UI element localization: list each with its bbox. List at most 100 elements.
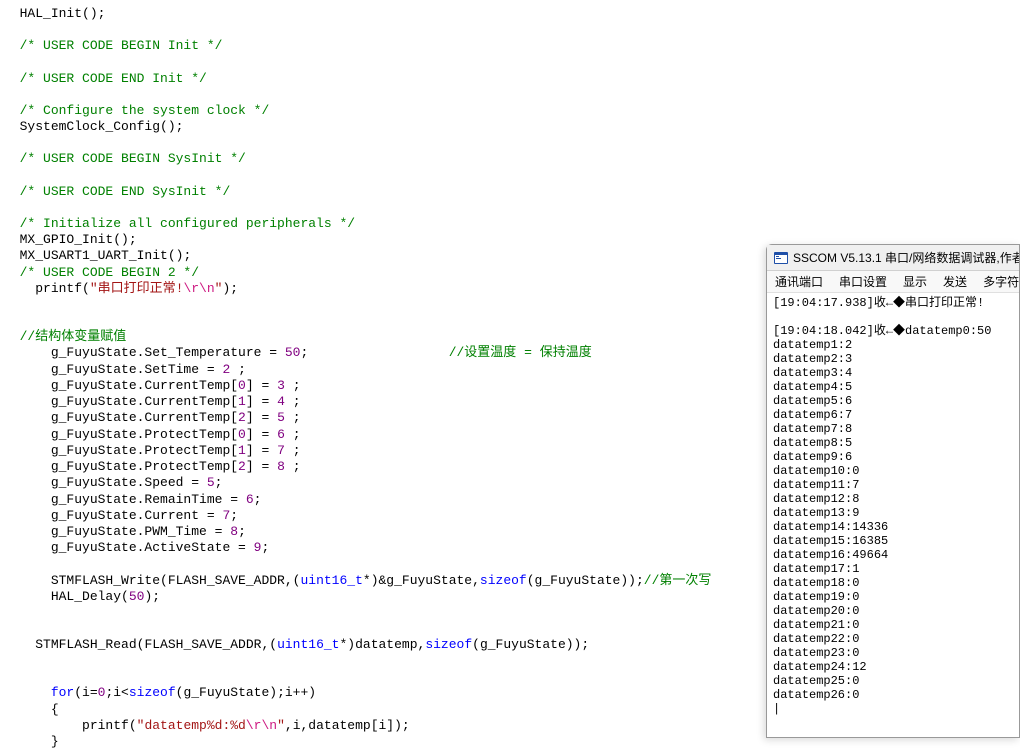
code-line[interactable]: /* USER CODE BEGIN 2 */ (4, 265, 756, 281)
menu-item[interactable]: 多字符串 (979, 273, 1019, 290)
code-token: 5 (277, 410, 285, 425)
code-token: 6 (246, 492, 254, 507)
code-line[interactable] (4, 200, 756, 216)
code-line[interactable] (4, 168, 756, 184)
terminal-output-line: [19:04:17.938]收←◆串口打印正常! (773, 297, 1013, 311)
code-line[interactable]: g_FuyuState.Speed = 5; (4, 475, 756, 491)
code-line[interactable]: g_FuyuState.RemainTime = 6; (4, 492, 756, 508)
code-line[interactable]: g_FuyuState.CurrentTemp[2] = 5 ; (4, 410, 756, 426)
code-line[interactable] (4, 557, 756, 573)
code-token: ; (285, 427, 301, 442)
code-line[interactable] (4, 87, 756, 103)
code-line[interactable]: /* USER CODE BEGIN SysInit */ (4, 151, 756, 167)
code-token: 50 (285, 345, 301, 360)
code-token: //第一次写 (644, 573, 712, 588)
terminal-output[interactable]: [19:04:17.938]收←◆串口打印正常![19:04:18.042]收←… (767, 293, 1019, 737)
code-token: MX_USART1_UART_Init (20, 248, 168, 263)
code-line[interactable]: /* USER CODE BEGIN Init */ (4, 38, 756, 54)
code-token: STMFLASH_Write (51, 573, 160, 588)
code-token: (); (160, 119, 183, 134)
code-line[interactable] (4, 55, 756, 71)
code-token: ; (254, 492, 262, 507)
code-line[interactable]: printf("串口打印正常!\r\n"); (4, 281, 756, 297)
code-line[interactable] (4, 22, 756, 38)
code-token: STMFLASH_Read (35, 637, 136, 652)
code-token: g_FuyuState.PWM_Time = (51, 524, 230, 539)
code-line[interactable] (4, 135, 756, 151)
code-line[interactable]: g_FuyuState.CurrentTemp[1] = 4 ; (4, 394, 756, 410)
code-token: *)datatemp, (340, 637, 426, 652)
code-line[interactable]: g_FuyuState.ProtectTemp[1] = 7 ; (4, 443, 756, 459)
code-line[interactable]: g_FuyuState.ProtectTemp[2] = 8 ; (4, 459, 756, 475)
code-line[interactable]: g_FuyuState.Current = 7; (4, 508, 756, 524)
code-line[interactable]: /* Initialize all configured peripherals… (4, 216, 756, 232)
code-line[interactable]: STMFLASH_Read(FLASH_SAVE_ADDR,(uint16_t*… (4, 637, 756, 653)
code-token: /* USER CODE END SysInit */ (20, 184, 231, 199)
code-line[interactable]: MX_GPIO_Init(); (4, 232, 756, 248)
code-editor-panel[interactable]: HAL_Init(); /* USER CODE BEGIN Init */ /… (0, 0, 760, 738)
code-token: (); (82, 6, 105, 21)
code-line[interactable] (4, 605, 756, 621)
terminal-output-line: datatemp25:0 (773, 675, 1013, 689)
menu-item[interactable]: 串口设置 (835, 273, 891, 290)
code-line[interactable]: SystemClock_Config(); (4, 119, 756, 135)
code-token: (g_FuyuState)); (472, 637, 589, 652)
code-token: uint16_t (277, 637, 339, 652)
menu-item[interactable]: 发送 (939, 273, 971, 290)
code-line[interactable]: { (4, 702, 756, 718)
code-token: g_FuyuState.CurrentTemp[ (51, 410, 238, 425)
terminal-output-line: | (773, 703, 1013, 717)
code-line[interactable]: g_FuyuState.SetTime = 2 ; (4, 362, 756, 378)
menu-item[interactable]: 显示 (899, 273, 931, 290)
code-line[interactable] (4, 669, 756, 685)
code-line[interactable]: g_FuyuState.ActiveState = 9; (4, 540, 756, 556)
code-line[interactable]: g_FuyuState.CurrentTemp[0] = 3 ; (4, 378, 756, 394)
terminal-output-line: datatemp18:0 (773, 577, 1013, 591)
code-line[interactable]: g_FuyuState.ProtectTemp[0] = 6 ; (4, 427, 756, 443)
code-line[interactable]: /* USER CODE END Init */ (4, 71, 756, 87)
code-token: ); (144, 589, 160, 604)
code-line[interactable] (4, 653, 756, 669)
code-token: /* USER CODE END Init */ (20, 71, 207, 86)
terminal-output-line: datatemp2:3 (773, 353, 1013, 367)
code-token: sizeof (129, 685, 176, 700)
code-line[interactable] (4, 621, 756, 637)
code-token: ; (300, 345, 448, 360)
terminal-output-line: datatemp5:6 (773, 395, 1013, 409)
code-token: MX_GPIO_Init (20, 232, 114, 247)
code-line[interactable]: MX_USART1_UART_Init(); (4, 248, 756, 264)
code-line[interactable]: g_FuyuState.PWM_Time = 8; (4, 524, 756, 540)
code-token: ); (222, 281, 238, 296)
code-token: 2 (238, 410, 246, 425)
code-line[interactable]: HAL_Delay(50); (4, 589, 756, 605)
code-token: 8 (230, 524, 238, 539)
code-token: 0 (238, 378, 246, 393)
code-token: { (51, 702, 59, 717)
terminal-output-line: datatemp14:14336 (773, 521, 1013, 535)
menu-item[interactable]: 通讯端口 (771, 273, 827, 290)
code-token: /* USER CODE BEGIN 2 */ (20, 265, 199, 280)
terminal-output-line: datatemp15:16385 (773, 535, 1013, 549)
terminal-output-line: datatemp11:7 (773, 479, 1013, 493)
code-token: ; (285, 443, 301, 458)
code-line[interactable]: for(i=0;i<sizeof(g_FuyuState);i++) (4, 685, 756, 701)
code-line[interactable]: //结构体变量赋值 (4, 329, 756, 345)
code-line[interactable]: g_FuyuState.Set_Temperature = 50; //设置温度… (4, 345, 756, 361)
code-line[interactable]: printf("datatemp%d:%d\r\n",i,datatemp[i]… (4, 718, 756, 734)
code-token: ; (285, 459, 301, 474)
code-token: ; (215, 475, 223, 490)
code-line[interactable] (4, 297, 756, 313)
code-token: 50 (129, 589, 145, 604)
code-token: printf (35, 281, 82, 296)
terminal-output-line: datatemp20:0 (773, 605, 1013, 619)
code-line[interactable]: HAL_Init(); (4, 6, 756, 22)
terminal-titlebar[interactable]: SSCOM V5.13.1 串口/网络数据调试器,作者 (767, 245, 1019, 271)
code-line[interactable]: /* USER CODE END SysInit */ (4, 184, 756, 200)
code-line[interactable]: STMFLASH_Write(FLASH_SAVE_ADDR,(uint16_t… (4, 573, 756, 589)
code-token: /* Initialize all configured peripherals… (20, 216, 355, 231)
code-line[interactable]: /* Configure the system clock */ (4, 103, 756, 119)
code-line[interactable] (4, 313, 756, 329)
code-line[interactable]: } (4, 734, 756, 750)
code-token: " (277, 718, 285, 733)
terminal-output-line: datatemp23:0 (773, 647, 1013, 661)
